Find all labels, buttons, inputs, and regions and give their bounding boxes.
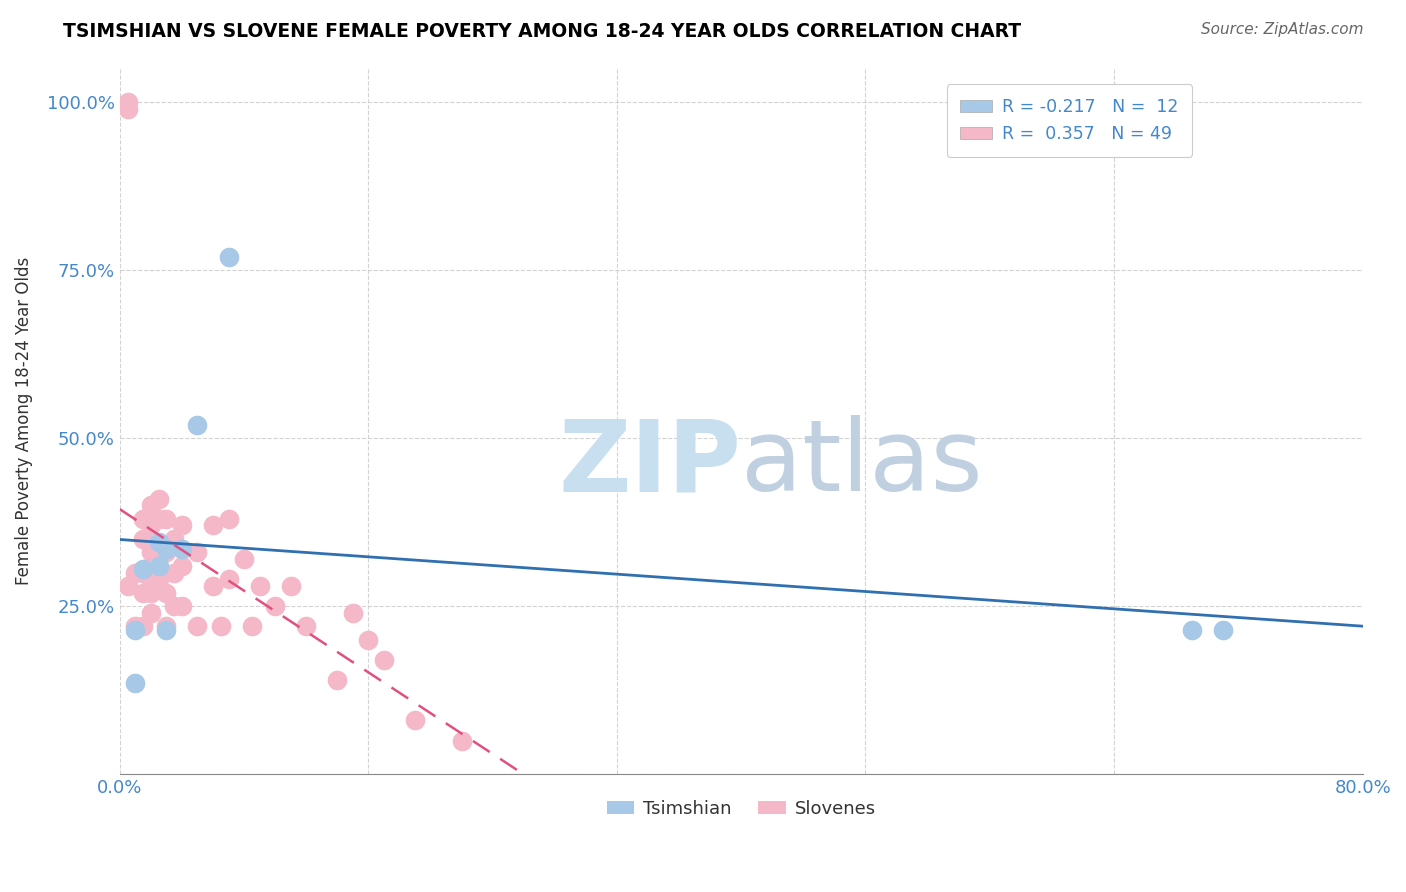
Point	[132, 585, 155, 599]
Point	[209, 619, 232, 633]
Point	[233, 552, 256, 566]
Text: Source: ZipAtlas.com: Source: ZipAtlas.com	[1201, 22, 1364, 37]
Point	[342, 606, 364, 620]
Y-axis label: Female Poverty Among 18-24 Year Olds: Female Poverty Among 18-24 Year Olds	[15, 257, 32, 585]
Point	[117, 95, 139, 109]
Point	[218, 250, 240, 264]
Point	[148, 535, 170, 549]
Point	[170, 558, 193, 573]
Point	[132, 562, 155, 576]
Point	[155, 541, 177, 556]
Point	[132, 619, 155, 633]
Point	[186, 417, 208, 432]
Point	[139, 499, 162, 513]
Point	[139, 572, 162, 586]
Point	[132, 532, 155, 546]
Point	[155, 545, 177, 559]
Point	[148, 539, 170, 553]
Point	[218, 572, 240, 586]
Point	[450, 733, 472, 747]
Point	[201, 579, 224, 593]
Text: atlas: atlas	[741, 415, 983, 512]
Point	[155, 619, 177, 633]
Point	[132, 566, 155, 580]
Point	[163, 532, 186, 546]
Point	[124, 676, 146, 690]
Point	[124, 619, 146, 633]
Point	[139, 518, 162, 533]
Point	[373, 653, 395, 667]
Point	[117, 102, 139, 116]
Point	[155, 623, 177, 637]
Point	[132, 512, 155, 526]
Point	[404, 714, 426, 728]
Point	[163, 566, 186, 580]
Text: TSIMSHIAN VS SLOVENE FEMALE POVERTY AMONG 18-24 YEAR OLDS CORRELATION CHART: TSIMSHIAN VS SLOVENE FEMALE POVERTY AMON…	[63, 22, 1021, 41]
Point	[186, 619, 208, 633]
Point	[170, 599, 193, 614]
Point	[155, 585, 177, 599]
Point	[201, 518, 224, 533]
Point	[264, 599, 287, 614]
Point	[139, 585, 162, 599]
Point	[148, 558, 170, 573]
Point	[124, 566, 146, 580]
Point	[186, 545, 208, 559]
Point	[240, 619, 263, 633]
Point	[117, 579, 139, 593]
Point	[170, 518, 193, 533]
Point	[170, 541, 193, 556]
Point	[280, 579, 302, 593]
Point	[148, 572, 170, 586]
Point	[163, 599, 186, 614]
Point	[155, 512, 177, 526]
Point	[1212, 623, 1234, 637]
Point	[148, 512, 170, 526]
Point	[139, 606, 162, 620]
Point	[139, 545, 162, 559]
Point	[124, 623, 146, 637]
Point	[148, 491, 170, 506]
Legend: Tsimshian, Slovenes: Tsimshian, Slovenes	[599, 793, 883, 825]
Point	[295, 619, 318, 633]
Point	[249, 579, 271, 593]
Text: ZIP: ZIP	[558, 415, 741, 512]
Point	[357, 632, 380, 647]
Point	[1181, 623, 1204, 637]
Point	[326, 673, 349, 687]
Point	[218, 512, 240, 526]
